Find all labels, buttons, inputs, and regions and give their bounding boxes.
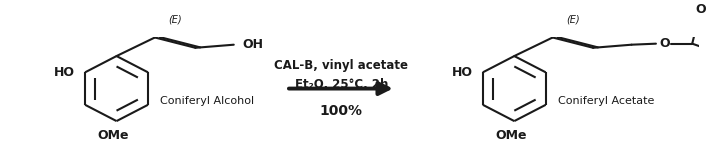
Text: Coniferyl Alcohol: Coniferyl Alcohol [160, 96, 254, 106]
Text: OMe: OMe [495, 129, 527, 142]
Text: (E): (E) [566, 15, 580, 25]
Text: Et₂O, 25°C, 2h: Et₂O, 25°C, 2h [295, 78, 388, 91]
Text: (E): (E) [168, 15, 182, 25]
Text: HO: HO [451, 66, 472, 79]
Text: O: O [695, 3, 706, 16]
Text: CAL-B, vinyl acetate: CAL-B, vinyl acetate [274, 59, 408, 72]
Text: O: O [660, 37, 670, 50]
Text: 100%: 100% [320, 104, 363, 118]
Text: OH: OH [242, 38, 263, 51]
Text: HO: HO [54, 66, 75, 79]
Text: OMe: OMe [98, 129, 129, 142]
Text: Coniferyl Acetate: Coniferyl Acetate [558, 96, 654, 106]
